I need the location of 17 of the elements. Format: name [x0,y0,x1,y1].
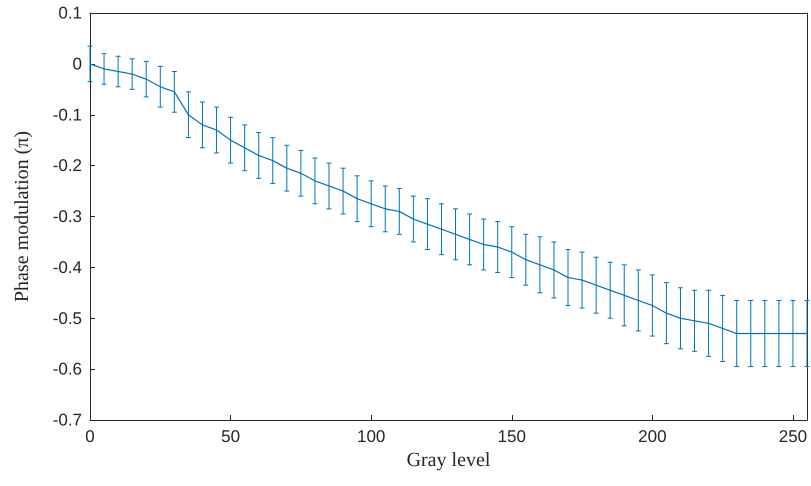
y-tick-label: -0.7 [52,410,82,430]
x-axis-title: Gray level [406,448,491,471]
y-axis-title: Phase modulation (π) [11,130,33,302]
y-tick-label: -0.6 [52,360,82,379]
x-tick-label: 100 [356,427,386,446]
x-tick-label: 0 [85,427,95,446]
x-tick-label: 150 [498,427,526,446]
x-tick-label: 50 [221,427,240,446]
x-tick-label: 200 [638,427,667,446]
y-tick-label: -0.5 [52,308,82,328]
y-tick-label: 0 [72,54,82,74]
y-tick-label: -0.3 [52,207,82,226]
x-tick-label: 250 [778,427,808,446]
y-tick-label: -0.2 [52,156,82,176]
y-tick-label: -0.4 [52,258,82,277]
y-tick-label: -0.1 [52,105,82,124]
y-tick-label: 0.1 [58,4,82,22]
